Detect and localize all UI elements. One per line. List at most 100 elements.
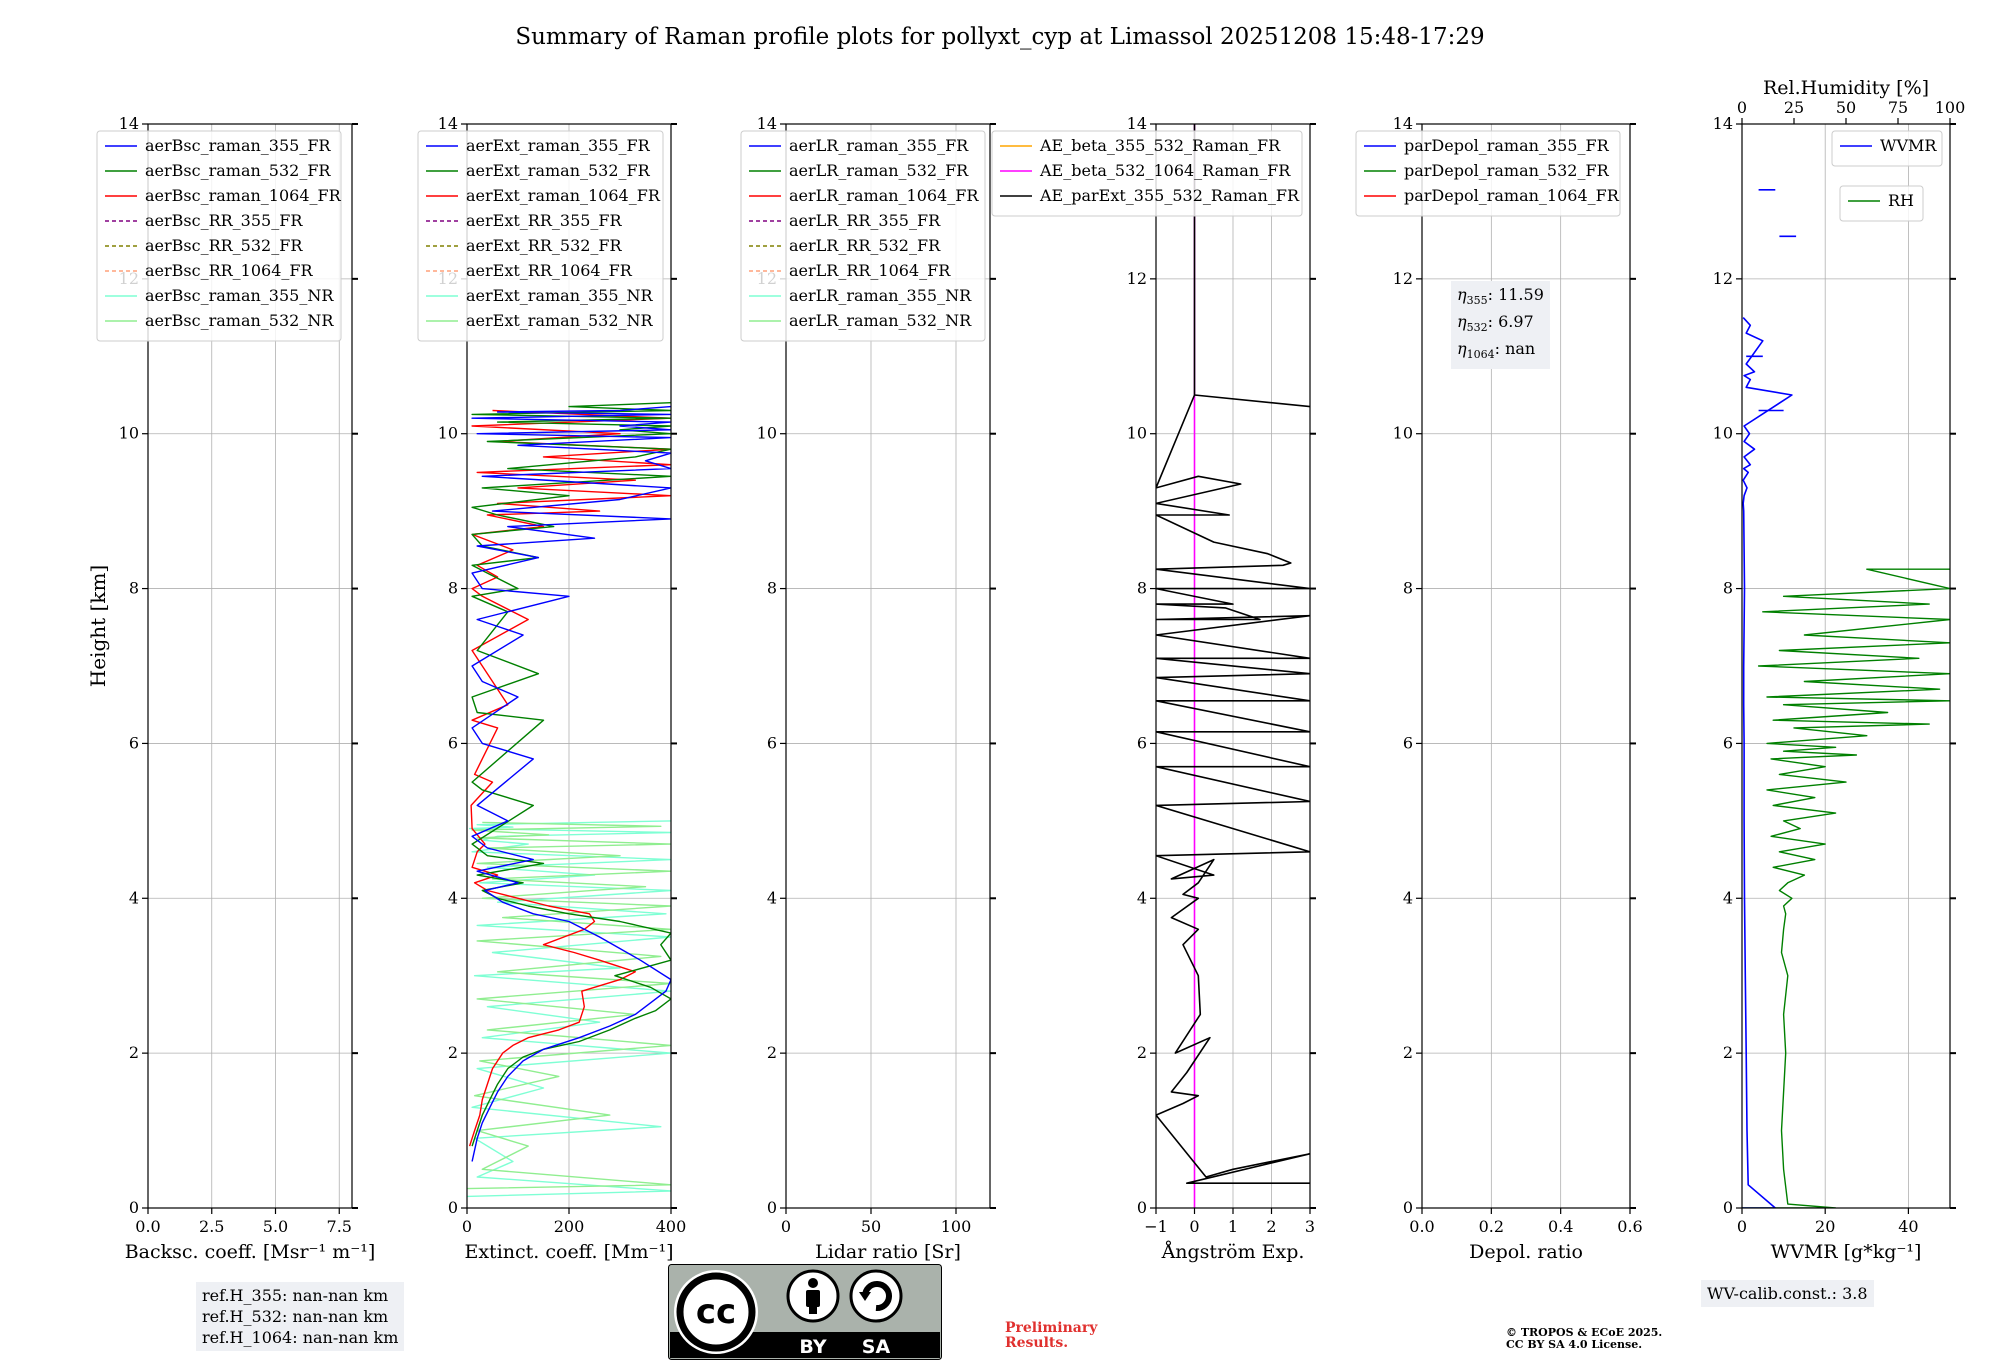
legend-label-aerlr-raman-532-fr: aerLR_raman_532_FR: [789, 161, 969, 180]
cc-by-sa-license-badge: cc BY SA: [668, 1264, 942, 1360]
x-tick-label-1: 0.2: [1479, 1217, 1504, 1236]
y-tick-label-4: 8: [1137, 579, 1147, 598]
y-tick-label-7: 14: [757, 114, 777, 133]
x-tick-label-3: 2: [1266, 1217, 1276, 1236]
legend-label-aerext-raman-532-nr: aerExt_raman_532_NR: [466, 311, 654, 330]
x-tick-label-3: 7.5: [327, 1217, 352, 1236]
legend-label-wvmr: WVMR: [1880, 136, 1937, 155]
y-tick-label-0: 0: [129, 1198, 139, 1217]
legend-label-aerlr-raman-532-nr: aerLR_raman_532_NR: [789, 311, 972, 330]
series-rh: [1742, 568, 1950, 1208]
eta-box: η355: 11.59 η532: 6.97 η1064: nan: [1451, 281, 1550, 369]
y-tick-label-2: 4: [448, 888, 458, 907]
x-tick-label-0: 0.0: [135, 1217, 160, 1236]
y-tick-label-7: 14: [438, 114, 458, 133]
y-tick-label-5: 10: [119, 424, 139, 443]
y-tick-label-7: 14: [119, 114, 139, 133]
legend-frame: [991, 130, 1303, 217]
y-tick-label-2: 4: [1403, 888, 1413, 907]
y-tick-label-4: 8: [129, 579, 139, 598]
legend-label-aerlr-rr-355-fr: aerLR_RR_355_FR: [789, 211, 941, 230]
axes-frame: [1421, 123, 1631, 1209]
legend-label-aerext-rr-532-fr: aerExt_RR_532_FR: [466, 236, 623, 255]
legend-label-aerlr-raman-1064-fr: aerLR_raman_1064_FR: [789, 186, 979, 205]
legend-label-aerbsc-rr-1064-fr: aerBsc_RR_1064_FR: [145, 261, 314, 280]
top-tick-label-2: 50: [1836, 98, 1856, 117]
y-tick-label-4: 8: [767, 579, 777, 598]
legend-label-aerext-raman-355-fr: aerExt_raman_355_FR: [466, 136, 651, 155]
y-tick-label-7: 14: [1127, 114, 1147, 133]
y-tick-label-3: 6: [1403, 733, 1413, 752]
x-tick-label-0: 0: [1737, 1217, 1747, 1236]
legend-label-pardepol-raman-532-fr: parDepol_raman_532_FR: [1404, 161, 1610, 180]
y-tick-label-2: 4: [129, 888, 139, 907]
y-tick-label-3: 6: [1137, 733, 1147, 752]
eta-532: η532: 6.97: [1457, 312, 1534, 335]
legend-frame: [1831, 130, 1943, 167]
x-tick-label-2: 40: [1898, 1217, 1918, 1236]
y-tick-label-6: 12: [1127, 269, 1147, 288]
series-wvmr: [1742, 317, 1793, 1208]
panel-wv: 0 20 40 0 2 4 6 8 10 12 14 WVMR [g*kg⁻¹] 0 25 50 75 100 R…: [1713, 77, 1966, 1263]
series-aerext-raman-355-fr: [471, 405, 671, 1162]
legend-frame: [417, 130, 664, 342]
y-tick-label-1: 2: [129, 1043, 139, 1062]
y-tick-label-2: 4: [767, 888, 777, 907]
x-axis-label: Depol. ratio: [1469, 1241, 1583, 1263]
legend-label-aerbsc-raman-532-fr: aerBsc_raman_532_FR: [145, 161, 331, 180]
wv-calib-box: WV-calib.const.: 3.8: [1701, 1280, 1874, 1307]
x-tick-label-1: 50: [861, 1217, 881, 1236]
panel-lr: 05010002468101214Lidar ratio [Sr]aerLR_r…: [740, 114, 996, 1263]
y-tick-label-2: 4: [1137, 888, 1147, 907]
y-tick-label-5: 10: [1127, 424, 1147, 443]
top-tick-label-3: 75: [1888, 98, 1908, 117]
y-tick-label-0: 0: [448, 1198, 458, 1217]
legend-label-aerbsc-raman-355-fr: aerBsc_raman_355_FR: [145, 136, 331, 155]
ref-height-box: ref.H_355: nan-nan km ref.H_532: nan-nan…: [196, 1282, 405, 1351]
cc-sa-label: SA: [862, 1336, 891, 1358]
x-tick-label-4: 3: [1305, 1217, 1315, 1236]
legend-label-aerlr-rr-1064-fr: aerLR_RR_1064_FR: [789, 261, 951, 280]
ref-height-355: ref.H_355: nan-nan km: [202, 1286, 389, 1305]
y-tick-label-5: 10: [1713, 424, 1733, 443]
legend-frame: [1839, 185, 1924, 222]
legend-label-ae-beta-532-1064-raman-fr: AE_beta_532_1064_Raman_FR: [1039, 161, 1291, 180]
legend-wvmr: WVMR: [1831, 130, 1943, 167]
y-tick-label-4: 8: [1403, 579, 1413, 598]
y-tick-label-0: 0: [1137, 1198, 1147, 1217]
x-axis-label: WVMR [g*kg⁻¹]: [1771, 1241, 1922, 1263]
y-tick-label-3: 6: [448, 733, 458, 752]
x-tick-label-2: 0.4: [1548, 1217, 1573, 1236]
x-tick-label-1: 2.5: [199, 1217, 224, 1236]
legend-label-aerlr-raman-355-nr: aerLR_raman_355_NR: [789, 286, 972, 305]
axes-frame: [147, 123, 353, 1209]
legend-label-aerbsc-rr-355-fr: aerBsc_RR_355_FR: [145, 211, 303, 230]
series-aerext-raman-1064-fr: [468, 409, 671, 1147]
x-axis-label: Backsc. coeff. [Msr⁻¹ m⁻¹]: [125, 1241, 376, 1263]
axes-frame: [785, 123, 991, 1209]
legend-label-pardepol-raman-1064-fr: parDepol_raman_1064_FR: [1404, 186, 1620, 205]
y-tick-label-3: 6: [1723, 733, 1733, 752]
legend-label-aerbsc-raman-355-nr: aerBsc_raman_355_NR: [145, 286, 334, 305]
legend-label-aerbsc-rr-532-fr: aerBsc_RR_532_FR: [145, 236, 303, 255]
legend-rh: RH: [1839, 185, 1924, 222]
series-group: [1156, 124, 1310, 1208]
legend-label-rh: RH: [1888, 191, 1914, 210]
x-tick-label-1: 20: [1815, 1217, 1835, 1236]
y-tick-label-1: 2: [448, 1043, 458, 1062]
y-tick-label-4: 8: [448, 579, 458, 598]
legend-lr: aerLR_raman_355_FR aerLR_raman_532_FR aerL…: [740, 130, 986, 342]
x-tick-label-2: 100: [941, 1217, 972, 1236]
x-tick-label-2: 1: [1228, 1217, 1238, 1236]
series-aerext-raman-532-fr: [471, 402, 671, 1147]
x-axis-label: Lidar ratio [Sr]: [815, 1241, 961, 1263]
top-tick-label-4: 100: [1935, 98, 1966, 117]
top-tick-label-0: 0: [1737, 98, 1747, 117]
y-tick-label-0: 0: [767, 1198, 777, 1217]
panels: 0.02.55.07.502468101214Backsc. coeff. [M…: [96, 77, 1966, 1263]
copyright-note: © TROPOS & ECoE 2025. CC BY SA 4.0 Licen…: [1506, 1326, 1663, 1351]
y-tick-label-0: 0: [1723, 1198, 1733, 1217]
top-tick-label-1: 25: [1784, 98, 1804, 117]
legend-label-ae-beta-355-532-raman-fr: AE_beta_355_532_Raman_FR: [1039, 136, 1281, 155]
